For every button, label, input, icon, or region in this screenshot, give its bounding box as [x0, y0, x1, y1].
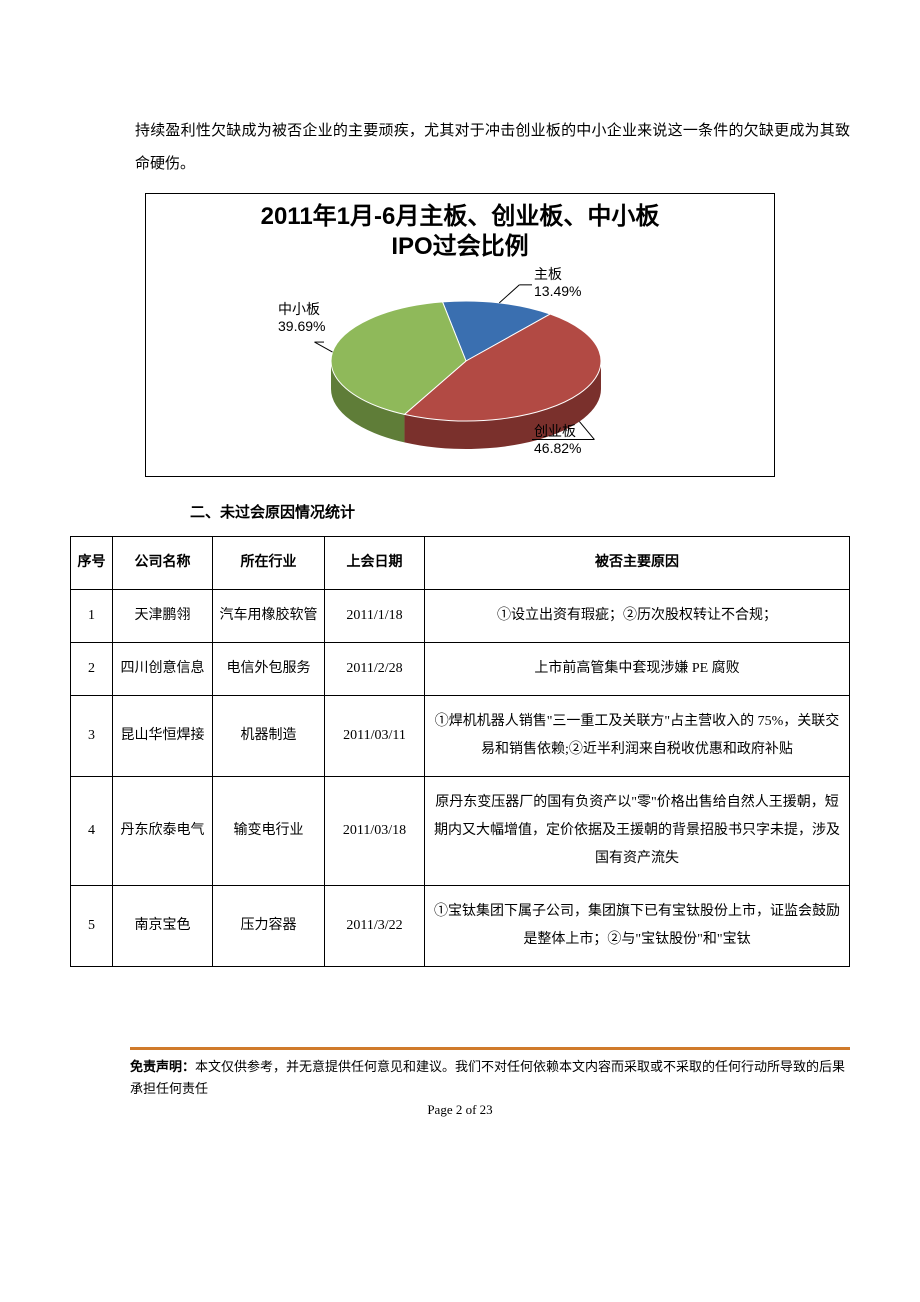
- col-header-name: 公司名称: [113, 537, 213, 590]
- table-cell: 5: [71, 886, 113, 967]
- disclaimer-text: 本文仅供参考，并无意提供任何意见和建议。我们不对任何依赖本文内容而采取或不采取的…: [130, 1059, 845, 1096]
- table-cell: 天津鹏翎: [113, 590, 213, 643]
- table-cell: 汽车用橡胶软管: [213, 590, 325, 643]
- table-cell: 南京宝色: [113, 886, 213, 967]
- page-number: Page 2 of 23: [0, 1102, 920, 1118]
- table-row: 1天津鹏翎汽车用橡胶软管2011/1/18①设立出资有瑕疵；②历次股权转让不合规…: [71, 590, 850, 643]
- chart-title-line1: 2011年1月-6月主板、创业板、中小板: [261, 203, 660, 230]
- disclaimer: 免责声明：本文仅供参考，并无意提供任何意见和建议。我们不对任何依赖本文内容而采取…: [130, 1056, 850, 1100]
- table-cell: ①焊机机器人销售"三一重工及关联方"占主营收入的 75%，关联交易和销售依赖;②…: [425, 696, 850, 777]
- col-header-ind: 所在行业: [213, 537, 325, 590]
- chart-title-line2: IPO过会比例: [391, 233, 528, 260]
- footer-separator: [130, 1047, 850, 1050]
- table-cell: 输变电行业: [213, 777, 325, 886]
- table-cell: 2011/3/22: [325, 886, 425, 967]
- table-cell: 上市前高管集中套现涉嫌 PE 腐败: [425, 643, 850, 696]
- table-row: 5南京宝色压力容器2011/3/22①宝钛集团下属子公司，集团旗下已有宝钛股份上…: [71, 886, 850, 967]
- pie-label-gem: 创业板 46.82%: [534, 423, 581, 457]
- col-header-date: 上会日期: [325, 537, 425, 590]
- pie-label-main: 主板 13.49%: [534, 266, 581, 300]
- table-cell: 4: [71, 777, 113, 886]
- chart-title: 2011年1月-6月主板、创业板、中小板 IPO过会比例: [146, 202, 774, 262]
- table-row: 4丹东欣泰电气输变电行业2011/03/18原丹东变压器厂的国有负资产以"零"价…: [71, 777, 850, 886]
- rejection-table: 序号 公司名称 所在行业 上会日期 被否主要原因 1天津鹏翎汽车用橡胶软管201…: [70, 536, 850, 967]
- intro-paragraph: 持续盈利性欠缺成为被否企业的主要顽疾，尤其对于冲击创业板的中小企业来说这一条件的…: [70, 115, 850, 181]
- table-cell: 机器制造: [213, 696, 325, 777]
- table-row: 2四川创意信息电信外包服务2011/2/28上市前高管集中套现涉嫌 PE 腐败: [71, 643, 850, 696]
- pie-label-sme: 中小板 39.69%: [278, 301, 325, 335]
- table-cell: 电信外包服务: [213, 643, 325, 696]
- table-cell: 3: [71, 696, 113, 777]
- table-cell: 四川创意信息: [113, 643, 213, 696]
- table-cell: 压力容器: [213, 886, 325, 967]
- table-cell: ①设立出资有瑕疵；②历次股权转让不合规；: [425, 590, 850, 643]
- table-cell: 2011/03/11: [325, 696, 425, 777]
- disclaimer-label: 免责声明：: [130, 1059, 195, 1074]
- table-cell: 1: [71, 590, 113, 643]
- table-cell: 2011/1/18: [325, 590, 425, 643]
- table-cell: 昆山华恒焊接: [113, 696, 213, 777]
- table-cell: 2011/2/28: [325, 643, 425, 696]
- col-header-reason: 被否主要原因: [425, 537, 850, 590]
- section-heading: 二、未过会原因情况统计: [70, 501, 850, 522]
- pie-chart: 主板 13.49% 中小板 39.69% 创业板 46.82%: [146, 266, 776, 466]
- pie-chart-container: 2011年1月-6月主板、创业板、中小板 IPO过会比例 主板 13.49% 中…: [145, 193, 775, 477]
- table-row: 3昆山华恒焊接机器制造2011/03/11①焊机机器人销售"三一重工及关联方"占…: [71, 696, 850, 777]
- table-cell: 2: [71, 643, 113, 696]
- table-cell: ①宝钛集团下属子公司，集团旗下已有宝钛股份上市，证监会鼓励是整体上市；②与"宝钛…: [425, 886, 850, 967]
- col-header-seq: 序号: [71, 537, 113, 590]
- table-cell: 原丹东变压器厂的国有负资产以"零"价格出售给自然人王援朝，短期内又大幅增值，定价…: [425, 777, 850, 886]
- table-cell: 丹东欣泰电气: [113, 777, 213, 886]
- table-cell: 2011/03/18: [325, 777, 425, 886]
